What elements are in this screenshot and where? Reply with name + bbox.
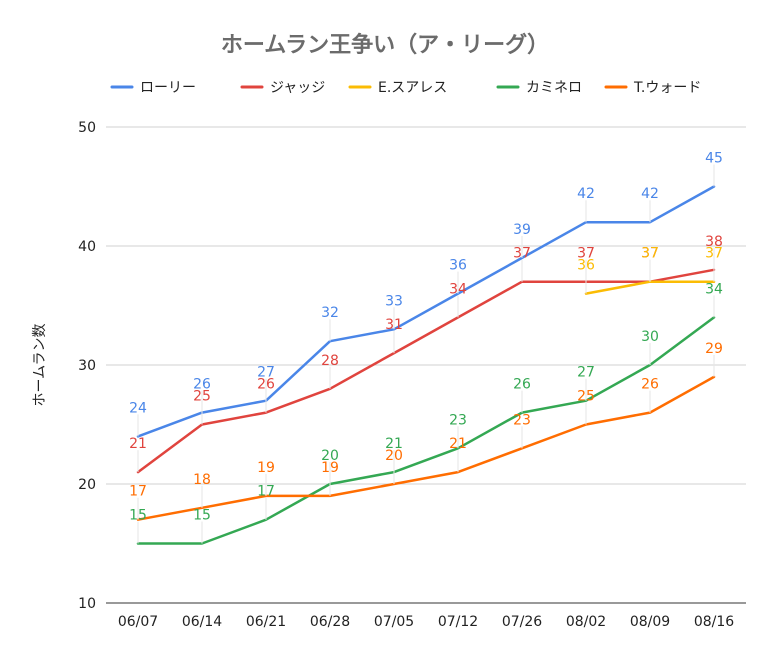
data-label: 42 bbox=[641, 186, 659, 202]
data-label: 26 bbox=[257, 377, 275, 393]
data-label: 21 bbox=[449, 436, 467, 452]
series-line bbox=[136, 185, 716, 438]
data-label: 37 bbox=[513, 246, 531, 262]
x-tick-label: 07/12 bbox=[438, 614, 478, 630]
x-tick-label: 06/21 bbox=[246, 614, 286, 630]
data-label: 42 bbox=[577, 186, 595, 202]
data-label: 21 bbox=[385, 436, 403, 452]
data-label: 18 bbox=[193, 472, 211, 488]
data-label: 25 bbox=[193, 389, 211, 405]
data-label: 19 bbox=[257, 460, 275, 476]
data-label: 15 bbox=[193, 508, 211, 524]
data-label: 28 bbox=[321, 353, 339, 369]
y-tick-label: 40 bbox=[78, 239, 96, 255]
y-axis-label: ホームラン数 bbox=[32, 324, 48, 407]
y-tick-label: 10 bbox=[78, 596, 96, 612]
legend: ローリー ジャッジ E.スアレス カミネロ T.ウォード bbox=[110, 80, 701, 96]
x-tick-label: 07/26 bbox=[502, 614, 542, 630]
y-tick-label: 50 bbox=[78, 120, 96, 136]
x-axis-ticks: 06/07 06/14 06/21 06/28 07/05 07/12 07/26 08/02… bbox=[118, 614, 734, 630]
y-axis-ticks: 10 20 30 40 50 bbox=[78, 120, 96, 612]
data-label: 38 bbox=[705, 234, 723, 250]
x-tick-label: 08/09 bbox=[630, 614, 670, 630]
data-label: 36 bbox=[449, 258, 467, 274]
legend-label: カミネロ bbox=[526, 80, 582, 96]
data-label: 37 bbox=[641, 246, 659, 262]
data-label: 26 bbox=[193, 377, 211, 393]
legend-label: ローリー bbox=[140, 80, 196, 96]
x-tick-label: 08/16 bbox=[694, 614, 734, 630]
legend-label: T.ウォード bbox=[633, 80, 701, 96]
data-label: 24 bbox=[129, 400, 147, 416]
legend-label: E.スアレス bbox=[378, 80, 447, 96]
series-line bbox=[136, 375, 716, 521]
y-tick-label: 20 bbox=[78, 477, 96, 493]
data-label: 30 bbox=[641, 329, 659, 345]
data-label: 33 bbox=[385, 293, 403, 309]
data-label: 23 bbox=[513, 412, 531, 428]
data-label: 26 bbox=[641, 377, 659, 393]
data-label: 27 bbox=[257, 365, 275, 381]
chart-title: ホームラン王争い（ア・リーグ） bbox=[221, 32, 549, 58]
data-label: 37 bbox=[705, 246, 723, 262]
data-label: 39 bbox=[513, 222, 531, 238]
y-tick-label: 30 bbox=[78, 358, 96, 374]
data-label: 37 bbox=[641, 246, 659, 262]
x-tick-label: 06/14 bbox=[182, 614, 222, 630]
x-tick-label: 08/02 bbox=[566, 614, 606, 630]
series-line bbox=[584, 280, 716, 295]
data-label: 19 bbox=[321, 460, 339, 476]
data-label: 23 bbox=[449, 412, 467, 428]
x-tick-label: 07/05 bbox=[374, 614, 414, 630]
legend-label: ジャッジ bbox=[270, 80, 325, 96]
data-label: 20 bbox=[385, 448, 403, 464]
data-label: 29 bbox=[705, 341, 723, 357]
data-label: 25 bbox=[577, 389, 595, 405]
data-label: 45 bbox=[705, 151, 723, 167]
data-label: 37 bbox=[577, 246, 595, 262]
data-label: 32 bbox=[321, 305, 339, 321]
data-label: 27 bbox=[577, 365, 595, 381]
data-label: 20 bbox=[321, 448, 339, 464]
series-line bbox=[136, 268, 716, 474]
data-label: 34 bbox=[449, 281, 467, 297]
x-tick-label: 06/28 bbox=[310, 614, 350, 630]
data-label: 31 bbox=[385, 317, 403, 333]
series-line bbox=[136, 316, 716, 545]
data-label: 34 bbox=[705, 281, 723, 297]
data-label: 26 bbox=[513, 377, 531, 393]
gridlines bbox=[106, 126, 746, 604]
x-tick-label: 06/07 bbox=[118, 614, 158, 630]
data-label: 21 bbox=[129, 436, 147, 452]
data-label: 36 bbox=[577, 258, 595, 274]
data-label: 17 bbox=[129, 484, 147, 500]
